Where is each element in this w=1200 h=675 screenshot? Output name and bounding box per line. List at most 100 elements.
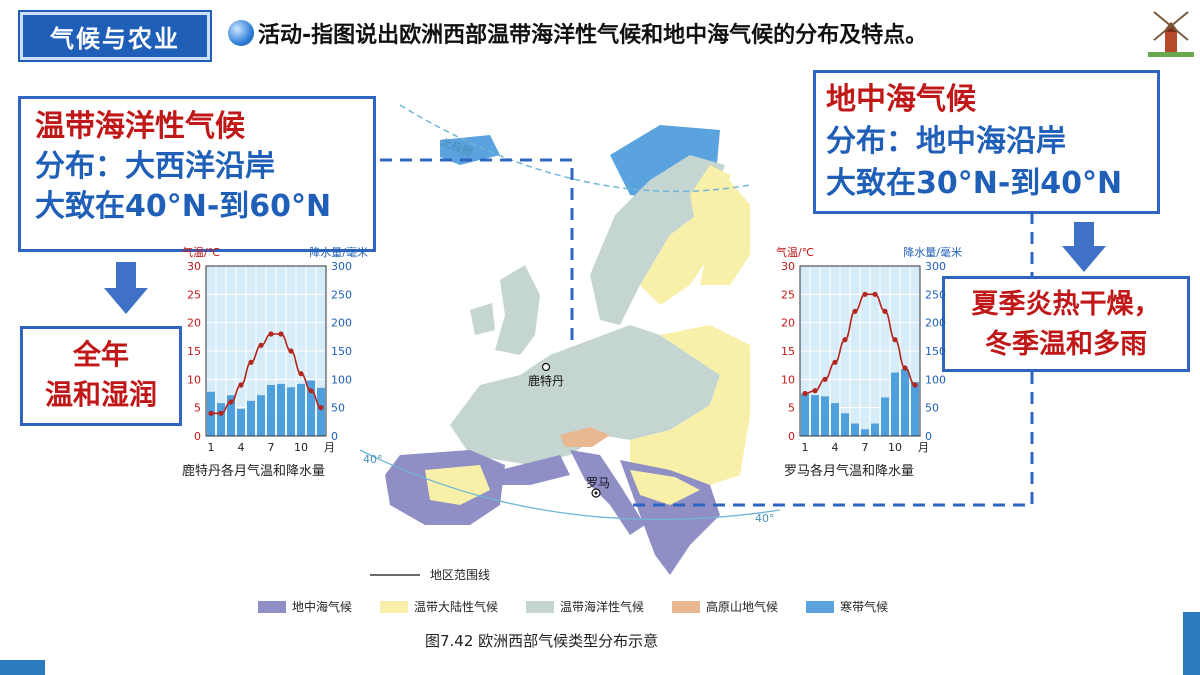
temperature-point [812,388,818,394]
mediterranean-climate-box: 地中海气候 分布：地中海沿岸 大致在30°N-到40°N [813,70,1160,214]
legend-item: 地中海气候 [258,598,352,615]
temperature-point [882,308,888,314]
x-tick: 1 [802,441,809,454]
y-right-tick: 50 [925,402,939,415]
y-right-label: 降水量/毫米 [903,245,962,259]
maritime-distribution: 分布：大西洋沿岸 [35,149,275,184]
x-tick: 4 [832,441,839,454]
temperature-point [892,337,898,343]
temperature-point [308,388,314,394]
legend-item: 温带海洋性气候 [526,598,644,615]
down-arrow-icon [1062,222,1106,272]
precip-bar [297,383,305,436]
y-left-tick: 20 [781,317,795,330]
map-caption: 图7.42 欧洲西部气候类型分布示意 [425,632,659,650]
x-tick: 4 [238,441,245,454]
rotterdam-chart-title: 鹿特丹各月气温和降水量 [182,464,326,479]
precip-bar [307,380,315,436]
map-legend: 地中海气候 温带大陆性气候 温带海洋性气候 高原山地气候 寒带气候 [258,598,888,615]
x-tick: 10 [294,441,308,454]
mediterranean-title: 地中海气候 [826,82,976,117]
legend-label: 寒带气候 [840,600,889,614]
legend-swatch [258,600,286,613]
precip-bar [901,369,909,436]
legend-item: 温带大陆性气候 [380,598,498,615]
x-tick: 10 [888,441,902,454]
y-right-tick: 150 [331,345,352,358]
y-left-label: 气温/℃ [182,245,220,259]
temperature-point [258,342,264,348]
legend-label: 高原山地气候 [706,600,779,614]
temperature-point [298,371,304,377]
precip-bar [247,400,255,436]
y-left-tick: 15 [187,345,201,358]
mediterranean-feature-line2: 冬季温和多雨 [985,329,1147,360]
y-left-tick: 15 [781,345,795,358]
y-right-tick: 250 [925,288,946,301]
topic-badge: 气候与农业 [20,12,210,60]
maritime-feature-box: 全年 温和湿润 [20,326,182,426]
europe-climate-map: 北极圈 40° 40° 鹿特丹 罗马 地区范围线 [359,104,781,582]
mediterranean-distribution: 分布：地中海沿岸 [826,124,1066,159]
precip-bar [811,395,819,436]
maritime-feature-line1: 全年 [72,338,129,371]
maritime-latitude: 大致在40°N-到60°N [35,189,332,224]
y-right-tick: 250 [331,288,352,301]
maritime-title: 温带海洋性气候 [35,109,245,144]
temperature-point [872,291,878,297]
y-left-tick: 0 [788,430,795,443]
boundary-legend-label: 地区范围线 [430,568,490,582]
legend-swatch [806,600,835,613]
precip-bar [831,403,839,436]
plot-frame [799,265,921,437]
rome-chart-title: 罗马各月气温和降水量 [784,464,915,479]
temperature-point [912,382,918,388]
mediterranean-feature-line1: 夏季炎热干燥， [971,289,1161,320]
legend-item: 寒带气候 [806,598,888,615]
temperature-point [268,331,274,337]
temperature-point [842,337,848,343]
mediterranean-feature-box: 夏季炎热干燥， 冬季温和多雨 [942,276,1190,372]
y-right-tick: 0 [925,430,932,443]
legend-swatch [380,600,409,613]
precip-bar [891,372,899,436]
precip-bar [267,385,275,436]
temperature-point [288,348,294,354]
precip-bar [227,395,235,436]
temperature-point [248,359,254,365]
precip-bar [217,403,225,436]
mediterranean-latitude: 大致在30°N-到40°N [826,166,1123,201]
x-axis-label: 月 [918,441,929,454]
y-right-tick: 300 [925,260,946,273]
y-left-tick: 5 [788,402,795,415]
temperature-point [218,410,224,416]
city-marker-rotterdam [541,362,551,372]
y-left-tick: 30 [187,260,201,273]
y-left-tick: 20 [187,317,201,330]
y-right-tick: 100 [331,373,352,386]
y-left-tick: 0 [194,430,201,443]
y-left-tick: 10 [187,373,201,386]
y-right-tick: 300 [331,260,352,273]
lat-40-label-west: 40° [363,453,383,466]
precip-bar [881,397,889,436]
precip-bar [861,429,869,436]
x-axis-label: 月 [324,441,335,454]
maritime-feature-line2: 温和湿润 [44,378,157,411]
y-left-label: 气温/℃ [776,245,814,259]
precip-bar [257,395,265,436]
precip-bar [821,396,829,436]
x-tick: 1 [208,441,215,454]
topic-title: 气候与农业 [50,24,180,53]
temperature-point [862,291,868,297]
y-left-tick: 5 [194,402,201,415]
precip-bar [287,387,295,436]
precip-bar [237,408,245,436]
precip-bar [851,423,859,436]
y-left-tick: 30 [781,260,795,273]
y-right-tick: 200 [925,317,946,330]
temperature-point [208,410,214,416]
